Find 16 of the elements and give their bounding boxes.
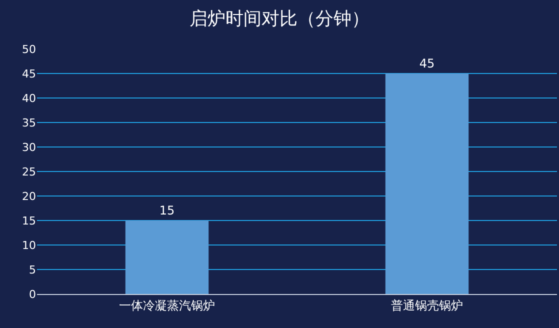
y-tick-label: 45 xyxy=(22,67,36,80)
y-tick-label: 0 xyxy=(29,288,36,301)
y-tick-label: 20 xyxy=(22,190,36,203)
chart-title: 启炉时间对比（分钟） xyxy=(190,8,370,30)
y-tick-label: 40 xyxy=(22,92,36,105)
y-tick-label: 35 xyxy=(22,116,36,130)
data-label: 45 xyxy=(419,56,435,70)
x-tick-label: 普通锅壳锅炉 xyxy=(391,298,463,312)
data-label: 15 xyxy=(159,204,175,218)
y-tick-label: 5 xyxy=(29,263,36,276)
y-tick-label: 10 xyxy=(22,238,36,252)
y-tick-label: 50 xyxy=(22,42,36,56)
x-tick-label: 一体冷凝蒸汽锅炉 xyxy=(119,298,215,312)
y-tick-label: 30 xyxy=(22,140,36,154)
y-tick-label: 25 xyxy=(22,165,36,178)
y-tick-label: 15 xyxy=(22,214,36,228)
